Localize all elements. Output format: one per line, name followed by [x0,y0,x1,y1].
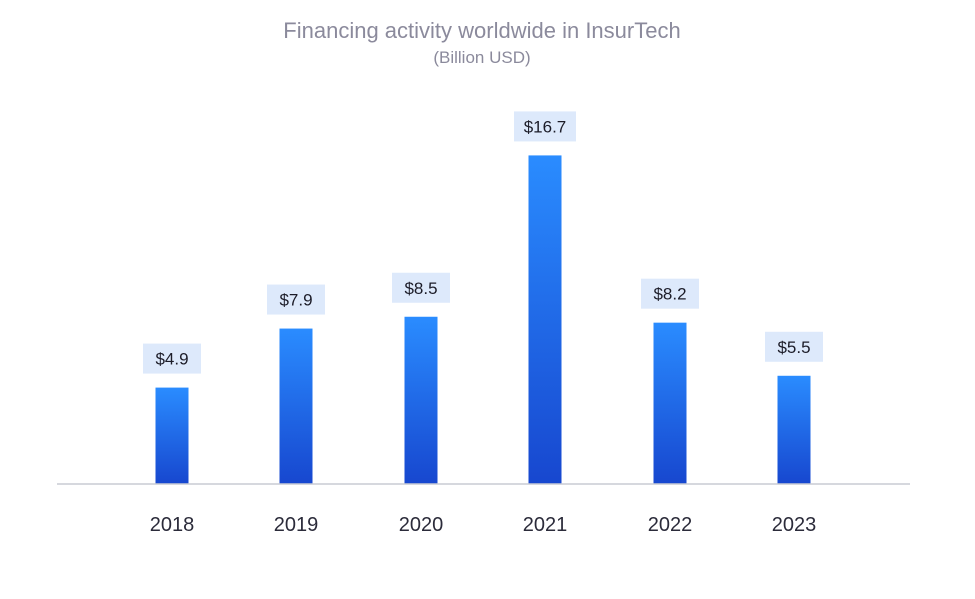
data-label-2018: $4.9 [155,350,188,369]
data-label-bg-2018 [143,343,201,374]
data-label-bg-2019 [267,284,325,315]
bar-2019 [279,328,313,484]
bar-2022 [653,322,687,484]
x-tick-label-2023: 2023 [772,514,817,536]
x-tick-label-2019: 2019 [274,514,319,536]
x-tick-label-2020: 2020 [399,514,444,536]
bar-2021 [528,155,562,485]
data-label-bg-2023 [765,331,823,362]
data-label-2019: $7.9 [279,291,312,310]
data-label-2020: $8.5 [404,279,437,298]
data-label-bg-2021 [514,111,576,142]
data-label-bg-2022 [641,278,699,309]
x-axis-ticks: 2018 2019 2020 2021 2022 2023 [150,514,817,536]
data-label-bg-2020 [392,272,450,303]
chart-subtitle: (Billion USD) [433,48,530,67]
bar-2023 [777,375,811,484]
x-tick-label-2018: 2018 [150,514,195,536]
bar-2020 [404,316,438,484]
x-tick-label-2022: 2022 [648,514,693,536]
data-label-2022: $8.2 [653,285,686,304]
chart-title: Financing activity worldwide in InsurTec… [283,18,680,43]
bar-2018 [155,387,189,484]
data-label-2021: $16.7 [524,117,567,136]
data-label-2023: $5.5 [777,338,810,357]
data-labels-layer: $4.9 $7.9 $8.5 $16.7 $8.2 $5.5 [143,111,823,374]
x-tick-label-2021: 2021 [523,514,568,536]
bars-layer [155,155,811,485]
